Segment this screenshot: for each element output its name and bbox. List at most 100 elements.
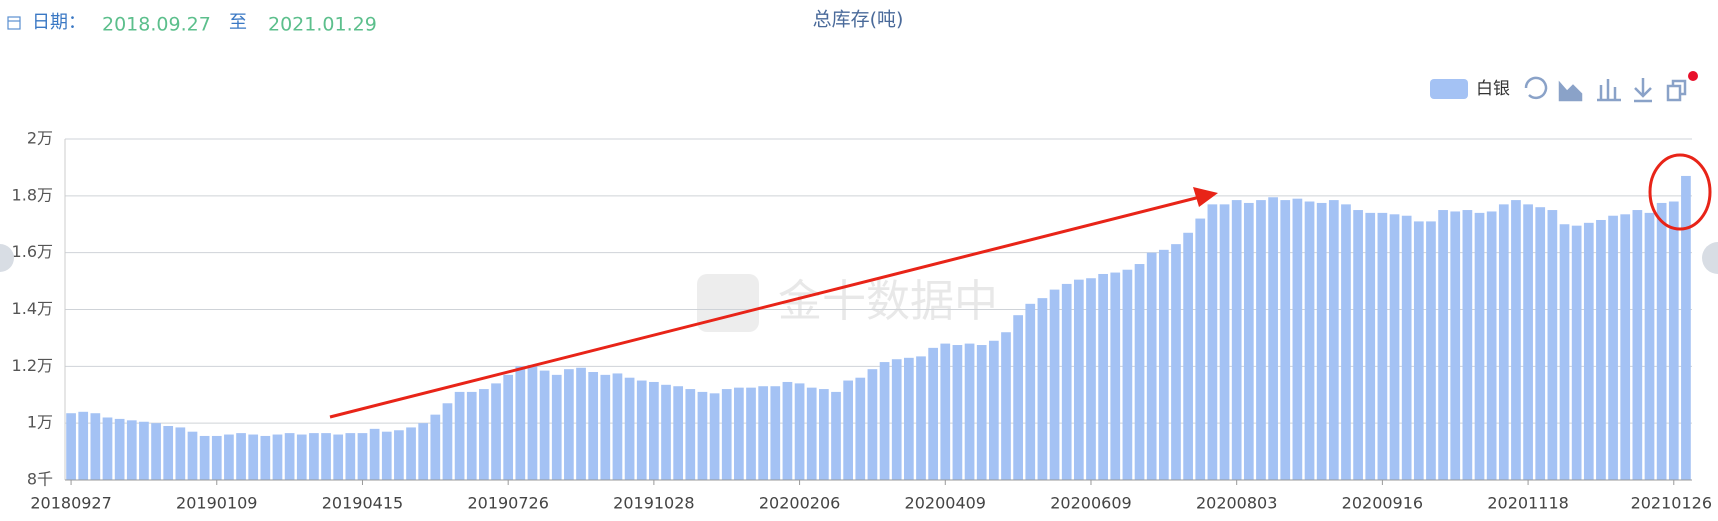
bar	[819, 389, 829, 480]
bar	[381, 431, 392, 480]
legend: 白银	[1430, 79, 1510, 99]
bar	[649, 381, 659, 480]
bar	[357, 433, 368, 480]
annotation-arrowhead	[1193, 187, 1218, 207]
bar-icon[interactable]	[1597, 79, 1621, 102]
bar	[624, 377, 635, 480]
bar	[1292, 198, 1303, 481]
bar	[1596, 219, 1606, 481]
x-tick-label: 20190726	[467, 494, 548, 513]
next-button[interactable]	[1702, 242, 1718, 274]
bar	[1328, 200, 1339, 481]
bar	[199, 435, 210, 480]
bar	[430, 414, 441, 480]
bar	[588, 372, 599, 480]
bar	[891, 359, 902, 480]
bar	[879, 362, 890, 480]
bar	[551, 374, 562, 480]
legend-swatch[interactable]	[1430, 79, 1468, 99]
legend-label[interactable]: 白银	[1476, 79, 1510, 99]
bar	[1341, 204, 1351, 480]
bar	[1183, 232, 1193, 480]
bar	[1086, 278, 1096, 480]
bar	[466, 391, 477, 480]
x-tick-label: 20201118	[1487, 494, 1568, 513]
y-tick-label: 8千	[27, 470, 53, 489]
bar	[867, 369, 878, 480]
bar	[1243, 202, 1254, 480]
bar	[843, 380, 854, 480]
bar	[345, 433, 356, 480]
bar	[1134, 264, 1145, 480]
y-tick-label: 2万	[27, 129, 53, 148]
bar	[1413, 221, 1424, 481]
bar	[697, 391, 708, 480]
bar	[576, 367, 586, 480]
bar	[661, 384, 671, 480]
bar	[1098, 273, 1108, 480]
bar	[855, 377, 866, 480]
bar	[1171, 244, 1181, 480]
bar	[1401, 215, 1412, 480]
y-tick-label: 1.6万	[12, 242, 53, 261]
area-icon[interactable]	[1558, 80, 1583, 102]
bar	[248, 434, 259, 480]
prev-button[interactable]	[0, 244, 14, 272]
notification-dot	[1688, 71, 1698, 81]
bar	[284, 433, 295, 480]
bar	[102, 417, 113, 480]
download-icon[interactable]	[1634, 78, 1652, 103]
restore-icon[interactable]	[1666, 79, 1687, 102]
annotations	[329, 153, 1712, 419]
bar	[90, 413, 101, 480]
bar	[296, 434, 307, 480]
bar	[114, 418, 125, 480]
bar	[806, 387, 817, 480]
bar	[78, 411, 89, 480]
bar	[1353, 210, 1363, 480]
bar	[612, 373, 623, 480]
bar	[66, 413, 76, 480]
start-date[interactable]: 2018.09.27	[102, 14, 211, 36]
bar	[952, 345, 963, 480]
bar	[1268, 197, 1278, 481]
bar	[600, 374, 611, 480]
bar	[746, 387, 756, 480]
bar	[673, 386, 684, 480]
bar	[1073, 279, 1084, 480]
bar	[1498, 204, 1509, 480]
bar	[1219, 204, 1230, 480]
refresh-icon[interactable]	[1524, 76, 1548, 100]
end-date[interactable]: 2021.01.29	[268, 14, 377, 36]
y-tick-label: 1万	[27, 413, 53, 432]
bar	[321, 433, 331, 480]
bar	[1037, 298, 1048, 480]
bar	[1559, 224, 1570, 480]
bar	[151, 423, 161, 480]
watermark: 金十数据中	[697, 274, 998, 332]
bar	[1474, 212, 1485, 480]
bar	[721, 389, 732, 480]
plot-area: 8千 1万 1.2万 1.4万 1.6万 1.8万 2万 20180927 20190109 20…	[12, 129, 1712, 513]
bar	[1450, 211, 1461, 480]
bar	[1195, 218, 1206, 481]
bar	[224, 434, 234, 480]
bar	[1583, 222, 1594, 480]
bar	[454, 391, 465, 480]
bar	[187, 431, 198, 480]
bar	[770, 386, 781, 480]
x-tick-label: 20191028	[613, 494, 694, 513]
bar	[976, 345, 987, 480]
bar	[1122, 269, 1133, 480]
bar	[527, 364, 538, 480]
bar	[758, 386, 769, 480]
bar	[916, 356, 926, 480]
bar	[163, 426, 174, 480]
bar	[1001, 332, 1011, 480]
date-label: 日期：	[32, 12, 86, 33]
bar	[1316, 202, 1327, 480]
bar	[333, 434, 344, 480]
y-tick-label: 1.8万	[12, 185, 53, 204]
bar	[928, 347, 938, 480]
